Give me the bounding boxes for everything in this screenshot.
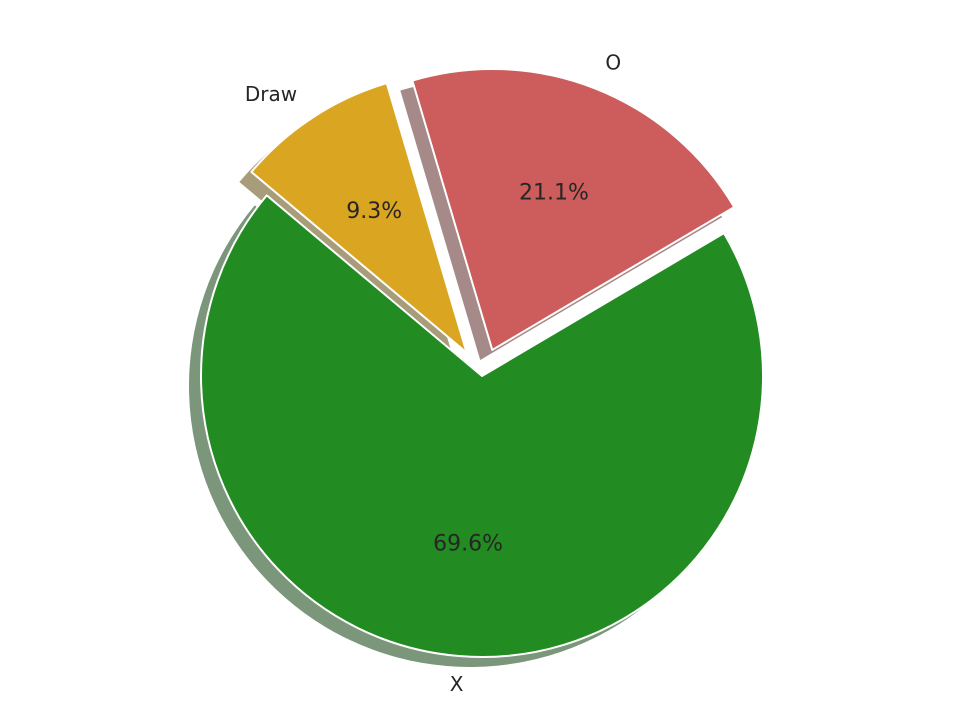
- slice-label-o: O: [605, 50, 621, 74]
- slice-label-x: X: [450, 672, 464, 696]
- slice-percent-draw: 9.3%: [346, 199, 402, 224]
- slice-percent-o: 21.1%: [519, 181, 589, 206]
- pie-slice-x: [200, 194, 764, 658]
- slice-label-draw: Draw: [245, 82, 297, 106]
- slice-percent-x: 69.6%: [433, 532, 503, 557]
- pie-slice-draw: [250, 82, 468, 354]
- pie-slice-o: [411, 67, 736, 351]
